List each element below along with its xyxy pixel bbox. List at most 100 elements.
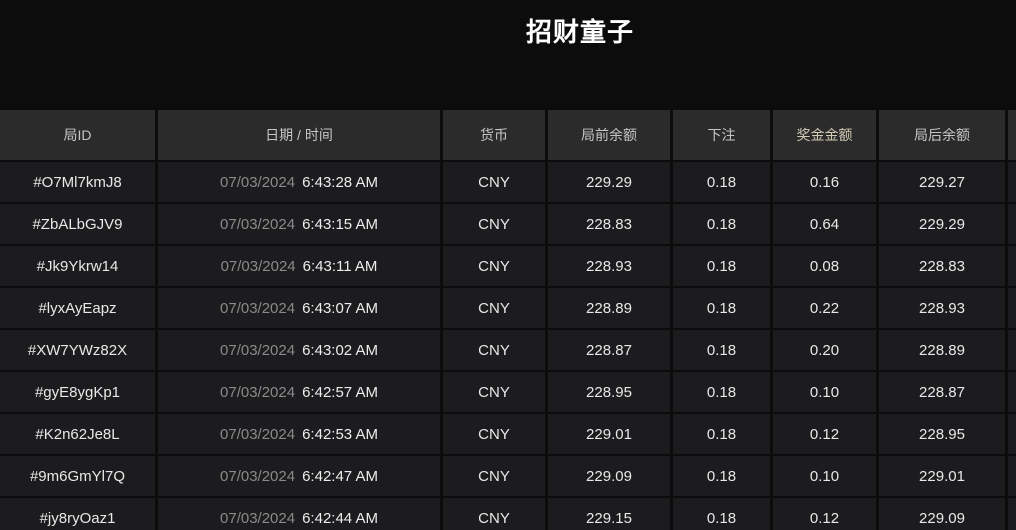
balance-before-cell: 229.15 — [548, 498, 670, 530]
round-id-cell: #Jk9Ykrw14 — [0, 246, 155, 286]
prize-cell: 0.12 — [773, 498, 876, 530]
datetime-cell: 07/03/2024 6:43:11 AM — [158, 246, 440, 286]
balance-after-cell: 228.87 — [879, 372, 1005, 412]
currency-cell: CNY — [443, 414, 545, 454]
currency-cell: CNY — [443, 498, 545, 530]
prize-cell: 0.10 — [773, 372, 876, 412]
row-stub-cell — [1008, 456, 1016, 496]
row-stub-cell — [1008, 288, 1016, 328]
bet-cell: 0.18 — [673, 372, 770, 412]
datetime-cell: 07/03/2024 6:43:15 AM — [158, 204, 440, 244]
column-header-datetime: 日期 / 时间 — [158, 110, 440, 160]
time-text: 6:43:15 AM — [302, 215, 378, 233]
time-text: 6:42:53 AM — [302, 425, 378, 443]
row-stub-cell — [1008, 372, 1016, 412]
currency-cell: CNY — [443, 204, 545, 244]
table-row: #O7Ml7kmJ8 07/03/2024 6:43:28 AM CNY 229… — [0, 162, 1016, 202]
bet-cell: 0.18 — [673, 288, 770, 328]
balance-before-cell: 228.83 — [548, 204, 670, 244]
column-header-bet: 下注 — [673, 110, 770, 160]
row-stub-cell — [1008, 498, 1016, 530]
currency-cell: CNY — [443, 456, 545, 496]
balance-before-cell: 229.09 — [548, 456, 670, 496]
datetime-cell: 07/03/2024 6:42:44 AM — [158, 498, 440, 530]
currency-cell: CNY — [443, 162, 545, 202]
column-header-balance-after: 局后余额 — [879, 110, 1005, 160]
date-text: 07/03/2024 — [220, 509, 296, 527]
column-header-currency: 货币 — [443, 110, 545, 160]
currency-cell: CNY — [443, 288, 545, 328]
balance-after-cell: 228.95 — [879, 414, 1005, 454]
bet-cell: 0.18 — [673, 456, 770, 496]
bet-cell: 0.18 — [673, 204, 770, 244]
time-text: 6:42:47 AM — [302, 467, 378, 485]
datetime-cell: 07/03/2024 6:43:07 AM — [158, 288, 440, 328]
balance-after-cell: 228.89 — [879, 330, 1005, 370]
table-body[interactable]: #O7Ml7kmJ8 07/03/2024 6:43:28 AM CNY 229… — [0, 162, 1016, 530]
row-stub-cell — [1008, 414, 1016, 454]
date-text: 07/03/2024 — [220, 215, 296, 233]
row-stub-cell — [1008, 204, 1016, 244]
bet-cell: 0.18 — [673, 498, 770, 530]
prize-cell: 0.20 — [773, 330, 876, 370]
balance-before-cell: 228.89 — [548, 288, 670, 328]
round-id-cell: #O7Ml7kmJ8 — [0, 162, 155, 202]
round-id-cell: #jy8ryOaz1 — [0, 498, 155, 530]
table-row: #K2n62Je8L 07/03/2024 6:42:53 AM CNY 229… — [0, 414, 1016, 454]
round-id-cell: #gyE8ygKp1 — [0, 372, 155, 412]
table-row: #jy8ryOaz1 07/03/2024 6:42:44 AM CNY 229… — [0, 498, 1016, 530]
balance-before-cell: 229.01 — [548, 414, 670, 454]
table-row: #lyxAyEapz 07/03/2024 6:43:07 AM CNY 228… — [0, 288, 1016, 328]
prize-cell: 0.22 — [773, 288, 876, 328]
column-header-stub — [1008, 110, 1016, 160]
datetime-cell: 07/03/2024 6:42:53 AM — [158, 414, 440, 454]
balance-before-cell: 228.95 — [548, 372, 670, 412]
currency-cell: CNY — [443, 372, 545, 412]
bet-cell: 0.18 — [673, 162, 770, 202]
prize-cell: 0.10 — [773, 456, 876, 496]
column-header-round-id: 局ID — [0, 110, 155, 160]
table-row: #9m6GmYl7Q 07/03/2024 6:42:47 AM CNY 229… — [0, 456, 1016, 496]
date-text: 07/03/2024 — [220, 467, 296, 485]
balance-before-cell: 228.93 — [548, 246, 670, 286]
time-text: 6:43:28 AM — [302, 173, 378, 191]
prize-cell: 0.12 — [773, 414, 876, 454]
time-text: 6:43:11 AM — [302, 257, 378, 275]
balance-after-cell: 228.93 — [879, 288, 1005, 328]
balance-after-cell: 229.09 — [879, 498, 1005, 530]
prize-cell: 0.64 — [773, 204, 876, 244]
bet-cell: 0.18 — [673, 414, 770, 454]
table-row: #XW7YWz82X 07/03/2024 6:43:02 AM CNY 228… — [0, 330, 1016, 370]
datetime-cell: 07/03/2024 6:43:02 AM — [158, 330, 440, 370]
table-row: #Jk9Ykrw14 07/03/2024 6:43:11 AM CNY 228… — [0, 246, 1016, 286]
currency-cell: CNY — [443, 330, 545, 370]
page-title: 招财童子 — [525, 17, 634, 47]
prize-cell: 0.08 — [773, 246, 876, 286]
bet-cell: 0.18 — [673, 246, 770, 286]
column-header-prize: 奖金金额 — [773, 110, 876, 160]
datetime-cell: 07/03/2024 6:42:47 AM — [158, 456, 440, 496]
table-row: #ZbALbGJV9 07/03/2024 6:43:15 AM CNY 228… — [0, 204, 1016, 244]
row-stub-cell — [1008, 330, 1016, 370]
date-text: 07/03/2024 — [220, 299, 296, 317]
date-text: 07/03/2024 — [220, 341, 296, 359]
round-id-cell: #XW7YWz82X — [0, 330, 155, 370]
balance-after-cell: 229.27 — [879, 162, 1005, 202]
round-id-cell: #lyxAyEapz — [0, 288, 155, 328]
prize-cell: 0.16 — [773, 162, 876, 202]
row-stub-cell — [1008, 246, 1016, 286]
row-stub-cell — [1008, 162, 1016, 202]
balance-after-cell: 229.29 — [879, 204, 1005, 244]
column-header-balance-before: 局前余额 — [548, 110, 670, 160]
date-text: 07/03/2024 — [220, 173, 296, 191]
balance-after-cell: 229.01 — [879, 456, 1005, 496]
game-history-table: 局ID 日期 / 时间 货币 局前余额 下注 奖金金额 局后余额 #O7Ml7k… — [0, 110, 1016, 530]
time-text: 6:42:57 AM — [302, 383, 378, 401]
table-header-row: 局ID 日期 / 时间 货币 局前余额 下注 奖金金额 局后余额 — [0, 110, 1016, 160]
round-id-cell: #9m6GmYl7Q — [0, 456, 155, 496]
datetime-cell: 07/03/2024 6:42:57 AM — [158, 372, 440, 412]
currency-cell: CNY — [443, 246, 545, 286]
balance-before-cell: 229.29 — [548, 162, 670, 202]
